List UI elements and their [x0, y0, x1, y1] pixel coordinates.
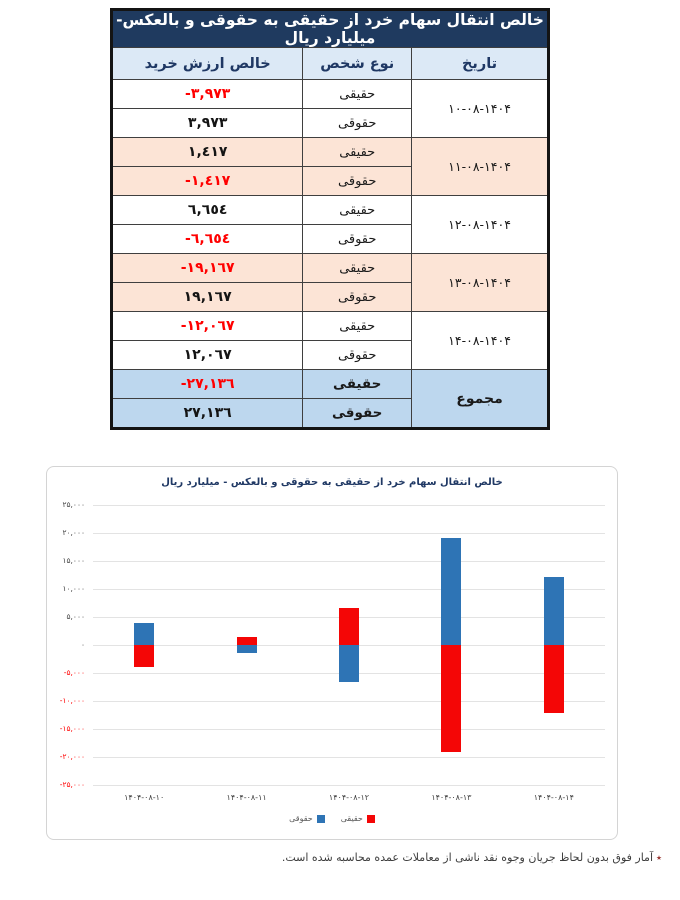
value-cell: -٢٧,١٣٦ — [110, 369, 304, 399]
person-type-cell: حقوقی — [302, 166, 413, 196]
col-header-person-type: نوع شخص — [302, 47, 413, 80]
date-cell: ۱۴-۰۸-۱۴۰۴ — [411, 311, 549, 370]
table-row: حقوقی -٦,٦٥٤ — [110, 224, 549, 254]
table-row: مجموع حقیقی -٢٧,١٣٦ — [110, 369, 549, 429]
bar-segment-haghighi — [543, 645, 564, 713]
x-axis-label: ۱۴۰۴-۰۸-۱۰ — [124, 793, 165, 802]
y-axis-tick-label: ۲۵,۰۰۰ — [62, 500, 85, 509]
person-type-cell: حقیقی — [302, 137, 413, 167]
gridline — [93, 785, 605, 786]
value-cell: ١,٤١٧ — [110, 137, 304, 167]
bar-segment-hoghooghi — [441, 537, 462, 645]
y-axis-tick-label: -۲۵,۰۰۰ — [59, 780, 85, 789]
table-header-row: تاریخ نوع شخص خالص ارزش خرید — [110, 47, 549, 80]
bar-segment-haghighi — [134, 645, 155, 668]
chart-title: خالص انتقال سهام خرد از حقیقی به حقوقی و… — [161, 477, 503, 488]
person-type-cell: حقیقی — [302, 311, 413, 341]
table-row: حقوقی -١,٤١٧ — [110, 166, 549, 196]
footnote-text: آمار فوق بدون لحاظ جریان وجوه نقد ناشی ا… — [281, 851, 653, 864]
person-type-cell: حقیقی — [302, 79, 413, 109]
person-type-cell: حقیقی — [302, 195, 413, 225]
x-axis-label: ۱۴۰۴-۰۸-۱۳ — [431, 793, 472, 802]
value-cell: ١٩,١٦٧ — [110, 282, 304, 312]
y-axis-tick-label: -۱۵,۰۰۰ — [59, 724, 85, 733]
table-row: ۱۰-۰۸-۱۴۰۴ حقیقی -٣,٩٧٣ — [110, 79, 549, 138]
y-axis-tick-label: -۲۰,۰۰۰ — [59, 752, 85, 761]
table-row: حقوقی ٢٧,١٣٦ — [110, 398, 549, 429]
y-axis-tick-label: -۱۰,۰۰۰ — [59, 696, 85, 705]
col-header-date: تاریخ — [411, 47, 549, 80]
legend-item: حقوقی — [289, 814, 325, 823]
bar-segment-hoghooghi — [543, 577, 564, 645]
x-axis-label: ۱۴۰۴-۰۸-۱۲ — [328, 793, 370, 802]
value-cell: -١٢,٠٦٧ — [110, 311, 304, 341]
col-header-net-value: خالص ارزش خرید — [110, 47, 304, 80]
table-row: حقوقی ٣,٩٧٣ — [110, 108, 549, 138]
person-type-cell: حقوقی — [302, 224, 413, 254]
legend-label: حقوقی — [289, 814, 313, 823]
date-cell: ۱۰-۰۸-۱۴۰۴ — [411, 79, 549, 138]
table-row: ۱۴-۰۸-۱۴۰۴ حقیقی -١٢,٠٦٧ — [110, 311, 549, 370]
gridline — [93, 757, 605, 758]
value-cell: ١٢,٠٦٧ — [110, 340, 304, 370]
date-cell: ۱۲-۰۸-۱۴۰۴ — [411, 195, 549, 254]
gridline — [93, 533, 605, 534]
y-axis-tick-label: ۲۰,۰۰۰ — [62, 528, 85, 537]
date-cell: ۱۳-۰۸-۱۴۰۴ — [411, 253, 549, 312]
footnote-star: ٭ — [656, 851, 662, 864]
y-axis-tick-label: ۵,۰۰۰ — [66, 612, 86, 621]
person-type-cell: حقوقی — [302, 398, 413, 429]
x-axis-label: ۱۴۰۴-۰۸-۱۴ — [533, 793, 574, 802]
chart-card: خالص انتقال سهام خرد از حقیقی به حقوقی و… — [46, 466, 618, 840]
table-title-row: خالص انتقال سهام خرد از حقیقی به حقوقی و… — [111, 9, 549, 48]
y-axis-tick-label: ۱۵,۰۰۰ — [62, 556, 85, 565]
bar-segment-hoghooghi — [134, 622, 155, 645]
table-title: خالص انتقال سهام خرد از حقیقی به حقوقی و… — [111, 9, 549, 48]
legend-swatch-hoghooghi — [316, 814, 325, 823]
value-cell: -١٩,١٦٧ — [110, 253, 304, 283]
value-cell: -٣,٩٧٣ — [110, 79, 304, 109]
gridline — [93, 561, 605, 562]
legend-item: حقیقی — [341, 814, 375, 823]
table-row: حقوقی ١٩,١٦٧ — [110, 282, 549, 312]
gridline — [93, 505, 605, 506]
gridline — [93, 729, 605, 730]
date-cell: مجموع — [411, 369, 549, 429]
bar-segment-haghighi — [441, 645, 462, 753]
person-type-cell: حقیقی — [302, 253, 413, 283]
table-row: حقوقی ١٢,٠٦٧ — [110, 340, 549, 370]
person-type-cell: حقوقی — [302, 108, 413, 138]
date-cell: ۱۱-۰۸-۱۴۰۴ — [411, 137, 549, 196]
y-axis-tick-label: ۰ — [80, 640, 85, 649]
table-row: ۱۱-۰۸-۱۴۰۴ حقیقی ١,٤١٧ — [110, 137, 549, 196]
chart-legend: حقیقی حقوقی — [47, 814, 617, 823]
person-type-cell: حقیقی — [302, 369, 413, 399]
legend-swatch-haghighi — [366, 814, 375, 823]
person-type-cell: حقوقی — [302, 282, 413, 312]
x-axis-label: ۱۴۰۴-۰۸-۱۱ — [226, 793, 267, 802]
y-axis-tick-label: ۱۰,۰۰۰ — [62, 584, 85, 593]
table-row: ۱۳-۰۸-۱۴۰۴ حقیقی -١٩,١٦٧ — [110, 253, 549, 312]
bar-segment-haghighi — [339, 607, 359, 645]
person-type-cell: حقوقی — [302, 340, 413, 370]
value-cell: -١,٤١٧ — [110, 166, 304, 196]
table-body: ۱۰-۰۸-۱۴۰۴ حقیقی -٣,٩٧٣ حقوقی ٣,٩٧٣ ۱۱-۰۸-۱۴۰… — [110, 79, 549, 429]
gridline — [93, 589, 605, 590]
value-cell: ٦,٦٥٤ — [110, 195, 304, 225]
table-row: ۱۲-۰۸-۱۴۰۴ حقیقی ٦,٦٥٤ — [110, 195, 549, 254]
bar-segment-hoghooghi — [236, 645, 257, 653]
gridline — [93, 701, 605, 702]
y-axis-tick-label: -۵,۰۰۰ — [63, 668, 85, 677]
bar-segment-haghighi — [236, 637, 257, 645]
footnote: ٭آمار فوق بدون لحاظ جریان وجوه نقد ناشی … — [282, 851, 662, 864]
legend-label: حقیقی — [340, 814, 363, 823]
value-cell: ٣,٩٧٣ — [110, 108, 304, 138]
value-cell: ٢٧,١٣٦ — [110, 398, 304, 429]
transfers-table: خالص انتقال سهام خرد از حقیقی به حقوقی و… — [110, 8, 550, 430]
bar-segment-hoghooghi — [339, 645, 359, 683]
value-cell: -٦,٦٥٤ — [110, 224, 304, 254]
